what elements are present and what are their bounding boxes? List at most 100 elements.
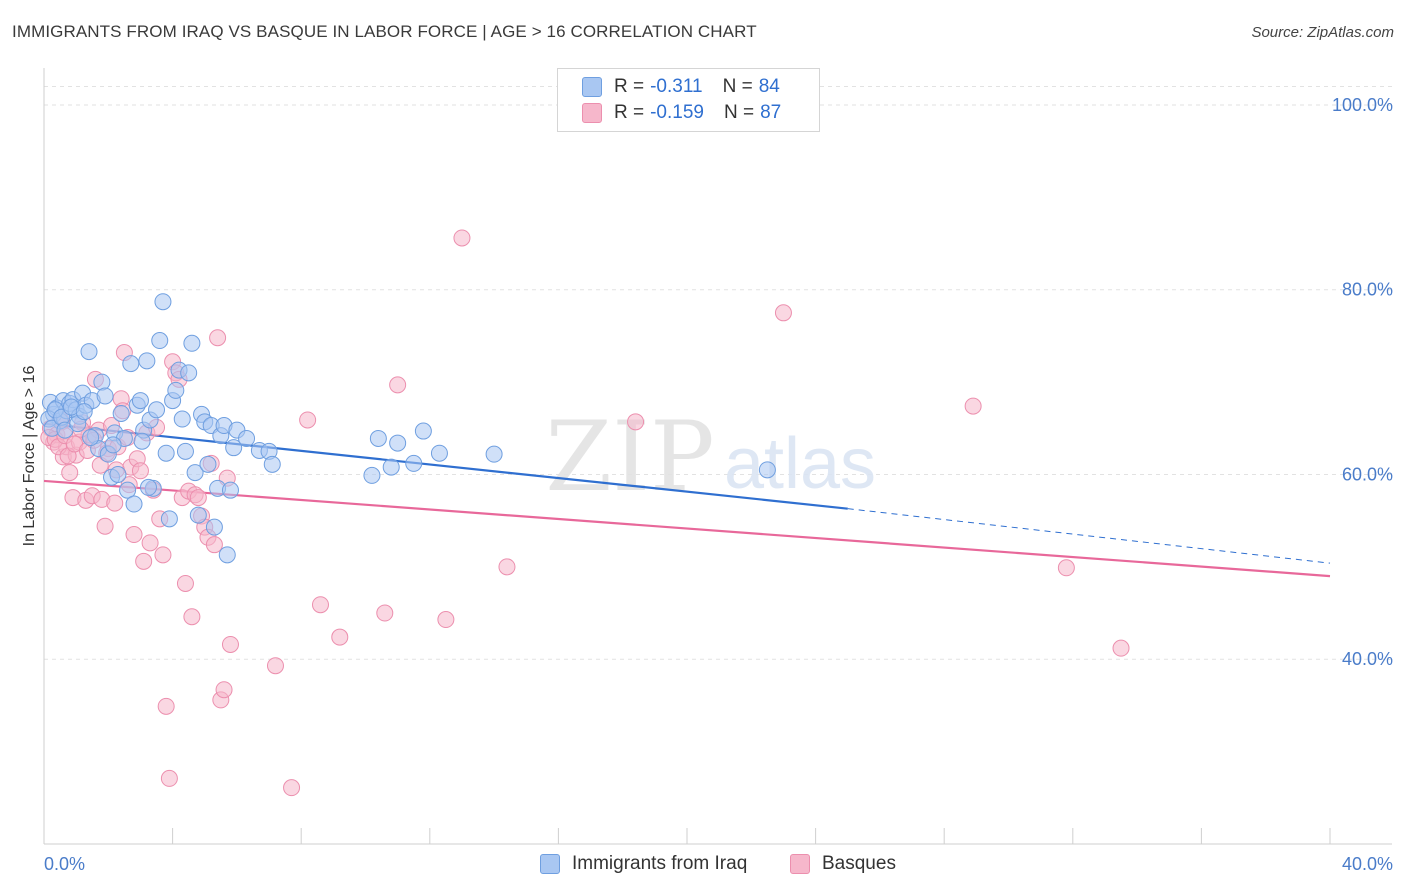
basque-point-42	[176, 574, 194, 592]
iraq-point-26	[125, 495, 143, 513]
data-points	[40, 229, 1130, 797]
basque-point-52	[209, 329, 227, 347]
iraq-point-80	[82, 429, 100, 447]
iraq-point-79	[75, 403, 93, 421]
basque-point-17	[96, 517, 114, 535]
basque-point-28	[131, 462, 149, 480]
iraq-point-24	[119, 481, 137, 499]
legend-r-value: -0.159	[650, 102, 704, 123]
chart-title: IMMIGRANTS FROM IRAQ VS BASQUE IN LABOR …	[12, 22, 757, 41]
iraq-point-22	[112, 405, 130, 423]
legend-item-iraq[interactable]: Immigrants from Iraq	[540, 851, 747, 877]
y-tick-label-3: 40.0%	[1342, 649, 1393, 669]
basque-point-35	[154, 546, 172, 564]
iraq-point-63	[363, 466, 381, 484]
iraq-point-55	[218, 546, 236, 564]
iraq-point-16	[93, 373, 111, 391]
basque-point-68	[774, 304, 792, 322]
iraq-trend-line	[43, 422, 848, 510]
basque-point-57	[266, 657, 284, 675]
basque-point-44	[183, 608, 201, 626]
iraq-point-64	[369, 429, 387, 447]
iraq-point-35	[154, 293, 172, 311]
iraq-point-62	[263, 455, 281, 473]
y-axis-label: In Labor Force | Age > 16	[21, 366, 38, 547]
iraq-point-51	[205, 518, 223, 536]
iraq-point-37	[160, 510, 178, 528]
iraq-point-42	[176, 442, 194, 460]
iraq-point-57	[225, 439, 243, 457]
iraq-point-66	[389, 434, 407, 452]
basque-point-71	[1112, 639, 1130, 657]
y-tick-label-2: 60.0%	[1342, 464, 1393, 484]
basque-point-31	[141, 534, 159, 552]
legend-r-label: R =	[614, 76, 645, 97]
basque-point-70	[1057, 559, 1075, 577]
basque-point-69	[964, 397, 982, 415]
legend-r-value: -0.311	[650, 76, 703, 97]
iraq-legend-icon	[540, 854, 560, 874]
watermark-atlas: atlas	[724, 424, 876, 504]
basque-point-54	[215, 681, 233, 699]
y-tick-label-1: 80.0%	[1342, 280, 1393, 300]
basque-point-59	[299, 411, 317, 429]
iraq-point-67	[405, 454, 423, 472]
iraq-point-43	[180, 364, 198, 382]
iraq-point-71	[758, 461, 776, 479]
legend-r-label: R =	[614, 102, 645, 123]
iraq-point-68	[414, 422, 432, 440]
tick-labels: 100.0% 80.0% 60.0% 40.0% 0.0% 40.0%	[44, 95, 1393, 874]
iraq-swatch-icon	[582, 77, 602, 97]
iraq-point-17	[96, 387, 114, 405]
iraq-point-46	[189, 506, 207, 524]
legend-n-value: 84	[758, 76, 780, 97]
source-credit: Source: ZipAtlas.com	[1251, 24, 1394, 41]
basque-point-67	[627, 413, 645, 431]
trend-lines	[43, 422, 1331, 578]
iraq-point-59	[238, 429, 256, 447]
iraq-point-12	[80, 343, 98, 361]
grid-lines	[44, 85, 1392, 660]
y-tick-label-0: 100.0%	[1332, 95, 1393, 115]
basque-point-29	[135, 552, 153, 570]
basque-point-62	[376, 604, 394, 622]
iraq-point-83	[139, 478, 157, 496]
iraq-point-69	[430, 444, 448, 462]
basque-point-58	[283, 779, 301, 797]
watermark: ZIP atlas	[545, 401, 876, 513]
iraq-point-36	[157, 444, 175, 462]
basque-point-65	[453, 229, 471, 247]
iraq-point-33	[148, 401, 166, 419]
legend-row-basque: R = -0.159 N = 87	[582, 101, 781, 125]
basque-swatch-icon	[582, 103, 602, 123]
x-tick-label-1: 40.0%	[1342, 854, 1393, 874]
iraq-point-25	[122, 355, 140, 373]
iraq-point-44	[183, 334, 201, 352]
basque-point-61	[331, 628, 349, 646]
iraq-point-30	[138, 352, 156, 370]
iraq-point-81	[104, 436, 122, 454]
iraq-point-70	[485, 445, 503, 463]
basque-point-46	[189, 489, 207, 507]
axes	[43, 68, 1392, 845]
iraq-point-21	[109, 465, 127, 483]
basque-point-51	[205, 536, 223, 554]
legend-item-basque[interactable]: Basques	[790, 851, 896, 877]
legend-row-iraq: R = -0.311 N = 84	[582, 75, 780, 99]
basque-point-63	[389, 376, 407, 394]
iraq-point-82	[133, 432, 151, 450]
basque-point-26	[125, 526, 143, 544]
basque-point-64	[437, 611, 455, 629]
iraq-point-34	[151, 332, 169, 350]
basque-point-66	[498, 558, 516, 576]
legend-n-value: 87	[760, 102, 782, 123]
iraq-point-49	[199, 455, 217, 473]
basque-point-56	[221, 635, 239, 653]
iraq-point-41	[173, 410, 191, 428]
basque-point-37	[160, 769, 178, 787]
basque-point-20	[106, 494, 124, 512]
basque-legend-icon	[790, 854, 810, 874]
iraq-trend-extension	[847, 508, 1331, 564]
legend-label-basque: Basques	[822, 853, 896, 874]
